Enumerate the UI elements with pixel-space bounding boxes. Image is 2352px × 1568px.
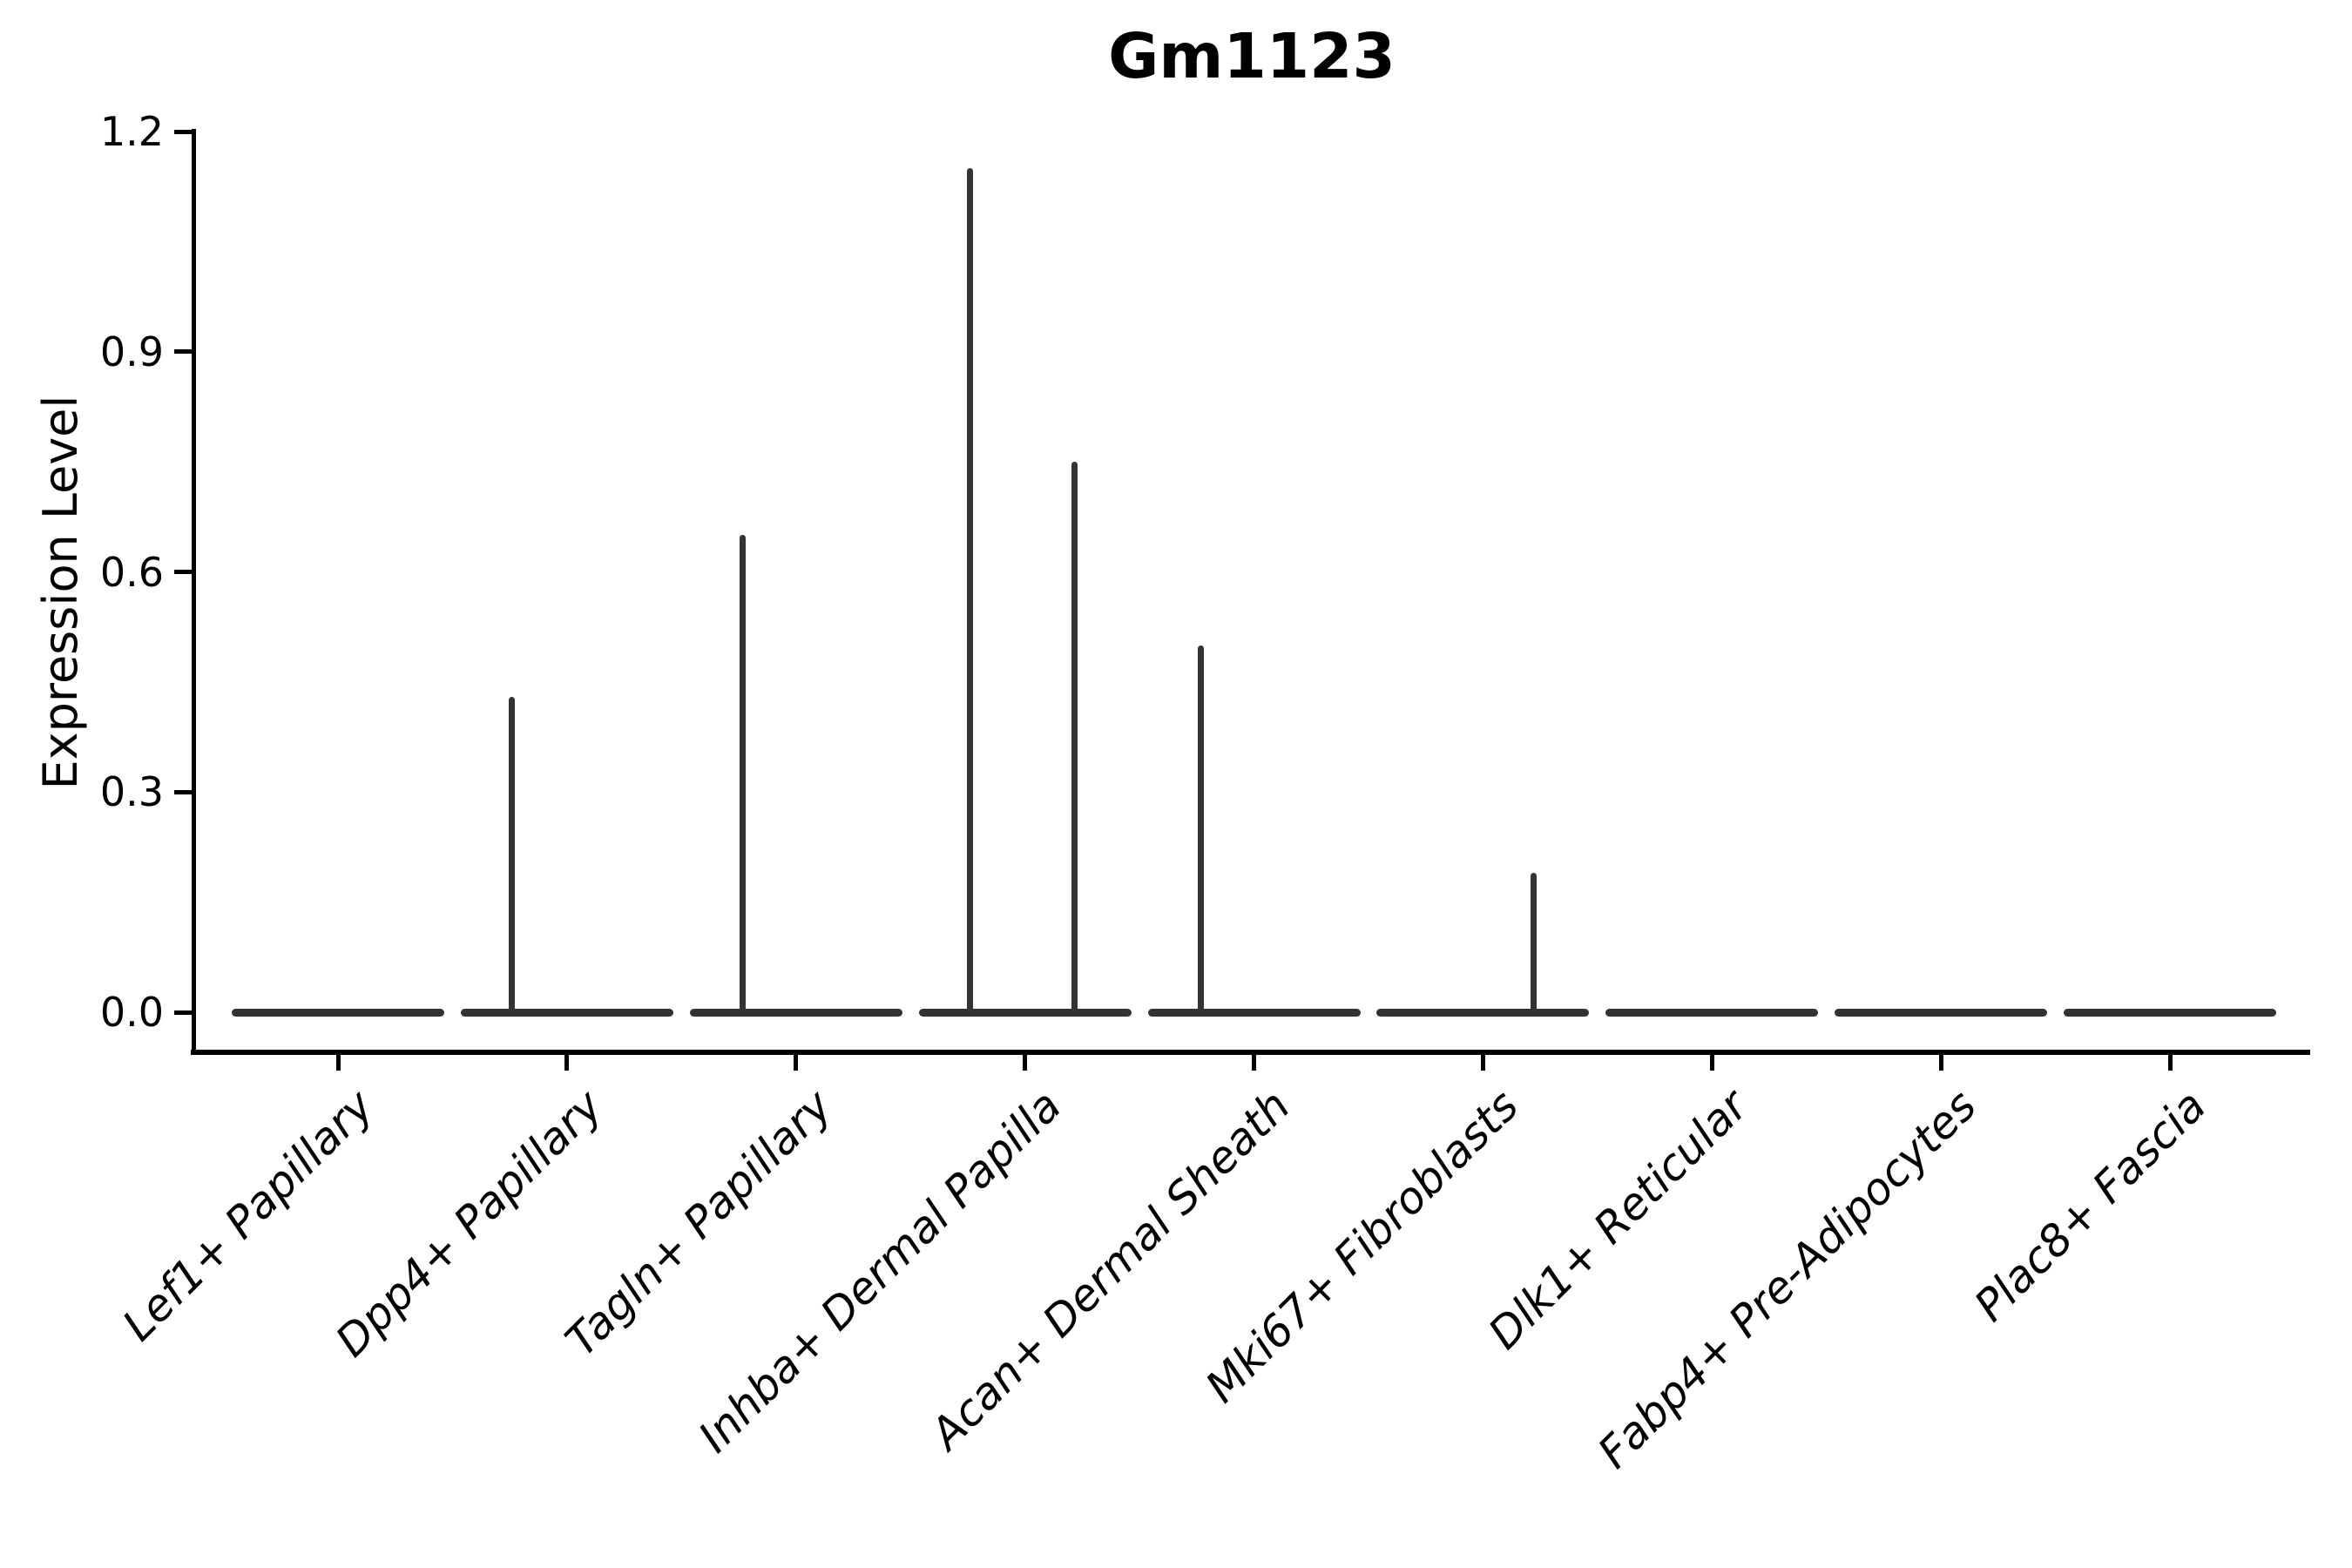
violin-spike [967,168,974,1015]
violin-spike [1198,645,1204,1015]
violin-spike [1071,462,1078,1015]
y-axis-spine [192,129,196,1055]
y-tick [174,349,192,355]
y-tick [174,570,192,574]
violin-body-line [2064,1008,2276,1017]
violin-body-line [1835,1008,2048,1017]
y-tick-label: 0.3 [99,768,164,816]
chart-title: Gm1123 [1108,20,1396,92]
violin-spike [509,696,516,1015]
violin-body-line [1605,1008,1819,1017]
x-tick [1709,1055,1714,1071]
y-tick [174,789,192,794]
x-tick-label: Fabp4+ Pre-Adipocytes [1588,1080,1987,1478]
y-tick-label: 0.0 [99,989,164,1036]
violin-body-line [460,1008,673,1017]
violin-body-line [1147,1008,1361,1017]
violin-body-line [918,1008,1132,1017]
x-tick [1480,1055,1485,1071]
x-axis-spine [191,1050,2310,1055]
violin-body-line [1376,1008,1590,1017]
violin-spike [740,535,747,1015]
y-tick [174,129,192,134]
x-tick-label: Lef1+ Papillary [112,1080,384,1351]
x-tick [1252,1055,1256,1071]
x-tick [2167,1055,2173,1071]
x-tick [1023,1055,1028,1071]
x-tick [794,1055,799,1071]
y-tick-label: 1.2 [99,108,164,155]
y-tick-label: 0.9 [99,328,164,375]
violin-body-line [689,1008,902,1017]
y-tick-label: 0.6 [99,548,164,596]
x-tick [564,1055,570,1071]
violin-body-line [232,1008,444,1017]
y-tick [174,1010,192,1015]
x-tick [1938,1055,1943,1071]
x-tick-label: Plac8+ Fascia [1964,1080,2216,1332]
violin-spike [1530,872,1537,1015]
x-tick [335,1055,341,1071]
